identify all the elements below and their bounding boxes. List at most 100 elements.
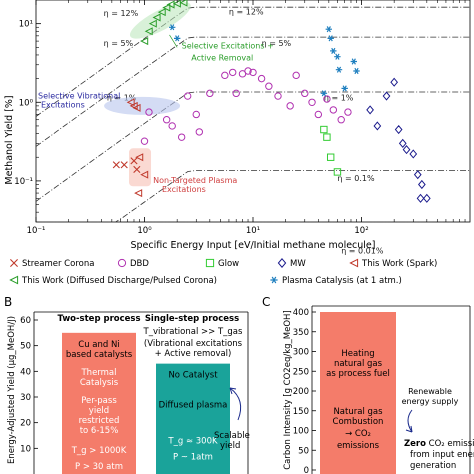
bar-text: Per-pass: [81, 396, 117, 406]
data-point-diamond: [402, 145, 411, 155]
data-point-circle: [117, 258, 127, 268]
efficiency-line-label: η = 5%: [262, 39, 292, 48]
data-point-circle: [274, 92, 282, 100]
x-tick-label: 10¹: [246, 226, 260, 236]
data-point-star: [320, 90, 328, 97]
panel-c-y-tick-label: 200: [293, 387, 309, 397]
legend-item: DBD: [117, 258, 149, 269]
legend-item: This Work (Diffused Discharge/Pulsed Cor…: [9, 275, 217, 286]
bar-text: P > 30 atm: [75, 462, 123, 472]
annotation-blue-line1: Selective Vibrational: [38, 92, 120, 101]
data-point-star: [350, 58, 358, 65]
data-point-triangle: [349, 258, 359, 268]
panel-b-y-tick-label: 40: [20, 367, 31, 377]
data-point-circle: [206, 89, 214, 98]
process-label-single-step: Single-step process: [145, 314, 239, 324]
series-dbd: [140, 67, 352, 145]
data-point-star: [341, 85, 348, 92]
legend-item: This Work (Spark): [349, 258, 437, 269]
data-point-cross: [133, 165, 141, 173]
highlight-region-blue: [104, 96, 181, 115]
data-point-circle: [221, 71, 229, 80]
series-streamer-corona: [112, 157, 141, 173]
data-point-circle: [195, 128, 204, 136]
side-arrow: [407, 409, 413, 433]
data-point-triangle: [144, 27, 153, 36]
scalable-arrow: [229, 387, 242, 421]
side-note: energy supply: [402, 397, 459, 406]
annotation-blue-line2: Excitations: [41, 101, 85, 110]
y-tick-label: 10¹: [19, 20, 33, 30]
panel-c-y-tick-label: 50: [298, 446, 309, 456]
data-point-triangle: [140, 37, 149, 46]
data-point-triangle: [132, 103, 141, 112]
data-point-diamond: [373, 121, 382, 131]
bar-text: T_g > 1000K: [71, 446, 127, 456]
data-point-diamond: [409, 149, 418, 159]
data-point-square: [323, 133, 331, 141]
legend-item: Plasma Catalysis (at 1 atm.): [270, 276, 402, 286]
legend: Streamer Corona DBD Glow MW This Work (Spark…: [9, 258, 437, 286]
series-plasma-catalysis-at-1-atm-: [168, 24, 360, 97]
panel-label-c: C: [262, 295, 270, 309]
data-point-cross: [120, 161, 128, 169]
single-step-note: + Active removal): [155, 349, 232, 359]
data-point-circle: [229, 68, 237, 77]
legend-item-label: Plasma Catalysis (at 1 atm.): [282, 276, 402, 286]
annotation-red-line1: Non-Targeted Plasma: [153, 176, 237, 185]
scalable-arrow-head: [229, 387, 237, 395]
x-tick-label: 10²: [354, 226, 368, 236]
data-point-diamond: [394, 124, 403, 135]
data-point-triangle: [179, 0, 188, 7]
efficiency-line-label: η = 1%: [324, 94, 354, 103]
panel-c-y-tick-label: 0: [304, 466, 309, 474]
efficiency-line: [35, 6, 470, 117]
data-point-circle: [337, 116, 345, 124]
data-point-diamond: [366, 105, 374, 115]
side-note: from input energy: [410, 450, 474, 460]
panel-a: η = 12% η = 12% η = 5% η = 5% η = 1% η = 1% η …: [4, 0, 471, 255]
data-point-square: [326, 153, 335, 161]
data-point-triangle: [148, 19, 157, 28]
efficiency-line-label: η = 12%: [229, 8, 264, 17]
data-point-star: [330, 47, 337, 55]
efficiency-line: [36, 170, 470, 223]
data-point-cross: [130, 157, 138, 165]
single-step-note: (Vibrational excitations: [144, 339, 243, 349]
legend-item: Glow: [205, 258, 239, 269]
highlight-region-red: [129, 148, 152, 187]
bar-text: as process fuel: [326, 369, 390, 379]
x-tick-label: 10⁻¹: [27, 226, 46, 236]
panel-c-y-tick-label: 250: [293, 367, 309, 377]
data-point-circle: [323, 95, 331, 103]
y-tick-label: 10⁰: [19, 98, 34, 108]
annotation-green-line2: Active Removal: [191, 53, 253, 62]
legend-item-label: This Work (Spark): [361, 259, 437, 269]
efficiency-line-label: η = 0.01%: [341, 246, 384, 255]
bar-text: Thermal: [80, 368, 116, 378]
x-axis-label: Specific Energy Input [eV/Initial methan…: [131, 240, 376, 251]
data-point-circle: [292, 71, 300, 80]
side-note: generation: [410, 461, 456, 471]
data-point-circle: [140, 137, 149, 145]
data-point-circle: [183, 92, 192, 100]
data-point-circle: [244, 67, 252, 75]
panel-b: B 10 20 30 40 50 60 Energy-Adjusted Yield (μg…: [4, 295, 250, 474]
data-point-star: [353, 67, 360, 75]
data-point-circle: [257, 74, 266, 83]
data-point-circle: [168, 122, 176, 130]
data-point-diamond: [413, 170, 422, 180]
panel-b-y-tick-label: 60: [20, 316, 31, 326]
data-point-circle: [286, 102, 294, 110]
bar-conventional: [320, 312, 396, 474]
single-step-header: T_vibrational >> T_gas: [143, 327, 243, 337]
data-point-star: [173, 35, 181, 42]
data-point-circle: [145, 108, 153, 116]
panel-a-plot-area: [35, 0, 471, 223]
data-point-circle: [177, 133, 186, 141]
scalable-note: Scalable: [214, 431, 250, 441]
data-point-star: [168, 24, 176, 31]
data-point-circle: [329, 106, 338, 114]
bar-text: to 6-15%: [80, 426, 119, 436]
